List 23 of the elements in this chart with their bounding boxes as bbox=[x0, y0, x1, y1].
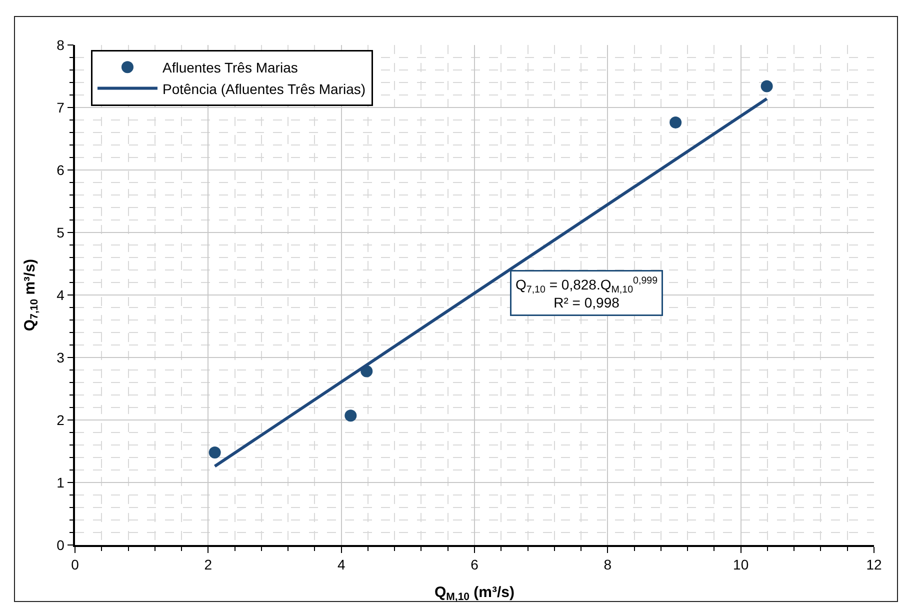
x-tick-label: 8 bbox=[604, 556, 612, 573]
x-tick-label: 12 bbox=[866, 556, 882, 573]
x-tick-label: 0 bbox=[71, 556, 80, 573]
point bbox=[344, 410, 357, 422]
legend-label: Potência (Afluentes Três Marias) bbox=[162, 80, 366, 97]
x-tick-label: 10 bbox=[733, 556, 749, 573]
y-tick-label: 2 bbox=[56, 412, 65, 428]
y-tick-label: 1 bbox=[56, 474, 65, 490]
y-tick-label: 0 bbox=[56, 536, 65, 553]
point bbox=[208, 446, 221, 458]
point bbox=[670, 116, 682, 128]
y-tick-label: 4 bbox=[56, 286, 65, 303]
x-axis-title: Q$_{M,10}$ (m³/s) bbox=[434, 584, 515, 603]
x-tick-label: 6 bbox=[470, 556, 479, 573]
y-tick-label: 5 bbox=[56, 224, 65, 240]
y-tick-label: 8 bbox=[56, 36, 65, 53]
y-tick-label: 7 bbox=[56, 99, 65, 116]
point bbox=[760, 80, 773, 92]
y-tick-label: 6 bbox=[56, 162, 65, 178]
legend-label: Afluentes Três Marias bbox=[162, 60, 298, 76]
x-tick-label: 4 bbox=[337, 556, 346, 573]
x-tick-label: 2 bbox=[204, 556, 212, 573]
y-tick-label: 3 bbox=[56, 349, 65, 366]
